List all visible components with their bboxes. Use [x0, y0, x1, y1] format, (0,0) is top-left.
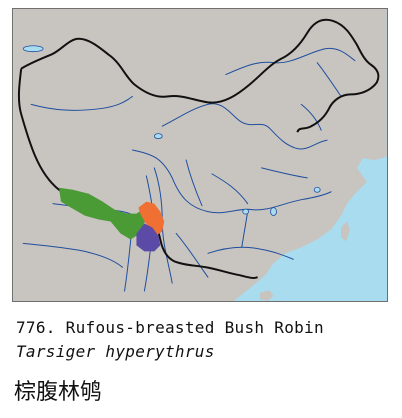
river-huai: [261, 167, 308, 179]
island-hainan: [259, 290, 274, 301]
river-amur: [225, 47, 356, 76]
lake-taihu: [313, 186, 321, 193]
lake-balkhash: [22, 45, 44, 53]
river-xiang: [241, 211, 249, 248]
range-breeding: [138, 201, 165, 236]
river-songhua: [316, 62, 342, 97]
distribution-map: [12, 8, 388, 302]
lake-poyang: [270, 207, 277, 216]
species-chinese-name: 棕腹林鸲: [14, 380, 103, 405]
river-han: [211, 173, 249, 205]
range-nonbreeding: [136, 223, 161, 252]
lake-qinghai: [153, 133, 163, 140]
lake-dongting: [242, 208, 250, 215]
range-resident: [58, 187, 147, 240]
species-scientific-name: Tarsiger hyperythrus: [16, 342, 215, 361]
species-number: 776.: [16, 318, 56, 337]
river-yellow: [161, 103, 328, 150]
river-ganges: [22, 242, 124, 268]
japan-land: [370, 144, 387, 160]
common-name-text: Rufous-breasted Bush Robin: [65, 318, 324, 337]
river-yangtze: [131, 149, 332, 214]
map-canvas: [13, 9, 387, 301]
river-jialing: [185, 159, 203, 207]
species-common-name: 776. Rufous-breasted Bush Robin: [16, 318, 324, 337]
river-liao: [300, 103, 322, 131]
river-tarim: [30, 95, 133, 111]
river-red: [175, 232, 209, 278]
island-taiwan: [341, 221, 350, 242]
river-pearl: [207, 246, 294, 260]
land: [13, 9, 387, 301]
